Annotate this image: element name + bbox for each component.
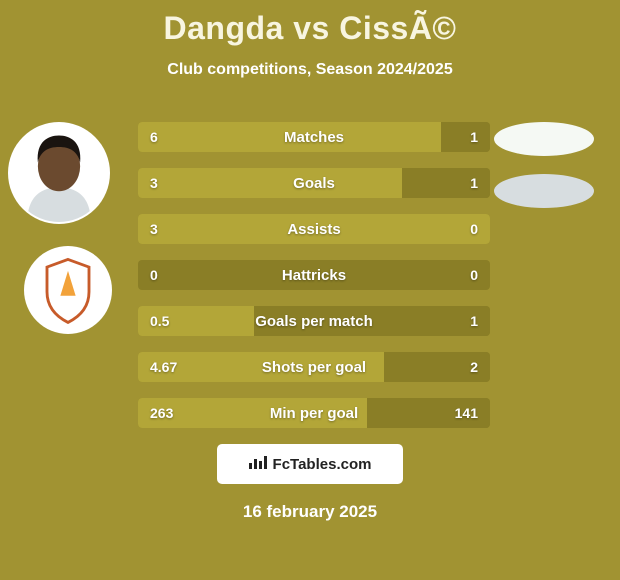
comparison-infographic: Dangda vs CissÃ© Club competitions, Seas… (0, 0, 620, 580)
stat-label: Matches (138, 129, 490, 146)
stat-row: Matches6 1 (138, 122, 490, 152)
stat-row: Shots per goal4.67 2 (138, 352, 490, 382)
stat-value-left: 0 (150, 267, 158, 283)
date-text: 16 february 2025 (0, 502, 620, 522)
player-avatar (8, 122, 110, 224)
player-avatar-svg (10, 122, 108, 224)
stat-label: Hattricks (138, 267, 490, 284)
stat-value-right: 1 (470, 175, 478, 191)
stat-row: Assists3 0 (138, 214, 490, 244)
stat-value-left: 0.5 (150, 313, 169, 329)
stat-value-left: 263 (150, 405, 173, 421)
stat-value-right: 141 (455, 405, 478, 421)
stat-value-right: 2 (470, 359, 478, 375)
stat-value-right: 0 (470, 267, 478, 283)
stat-value-right: 0 (470, 221, 478, 237)
stat-value-left: 3 (150, 175, 158, 191)
stat-row: Goals3 1 (138, 168, 490, 198)
page-title: Dangda vs CissÃ© (0, 0, 620, 47)
stat-value-right: 1 (470, 129, 478, 145)
branding-badge: FcTables.com (217, 444, 403, 484)
stat-value-left: 6 (150, 129, 158, 145)
stat-value-right: 1 (470, 313, 478, 329)
chart-icon (249, 455, 267, 473)
stat-label: Goals (138, 175, 490, 192)
branding-text: FcTables.com (273, 456, 372, 473)
club-badge (24, 246, 112, 334)
stat-value-left: 4.67 (150, 359, 177, 375)
stat-label: Min per goal (138, 405, 490, 422)
right-blob-2 (494, 174, 594, 208)
right-avatar-column (486, 122, 602, 226)
stat-label: Goals per match (138, 313, 490, 330)
stat-row: Min per goal263 141 (138, 398, 490, 428)
left-avatar-column (8, 122, 120, 334)
stat-label: Assists (138, 221, 490, 238)
right-blob-1 (494, 122, 594, 156)
stat-value-left: 3 (150, 221, 158, 237)
subtitle: Club competitions, Season 2024/2025 (0, 61, 620, 79)
stat-row: Goals per match0.5 1 (138, 306, 490, 336)
club-badge-svg (26, 246, 110, 334)
stat-bars: Matches61Goals31Assists30Hattricks00Goal… (138, 122, 490, 444)
stat-label: Shots per goal (138, 359, 490, 376)
stat-row: Hattricks0 0 (138, 260, 490, 290)
